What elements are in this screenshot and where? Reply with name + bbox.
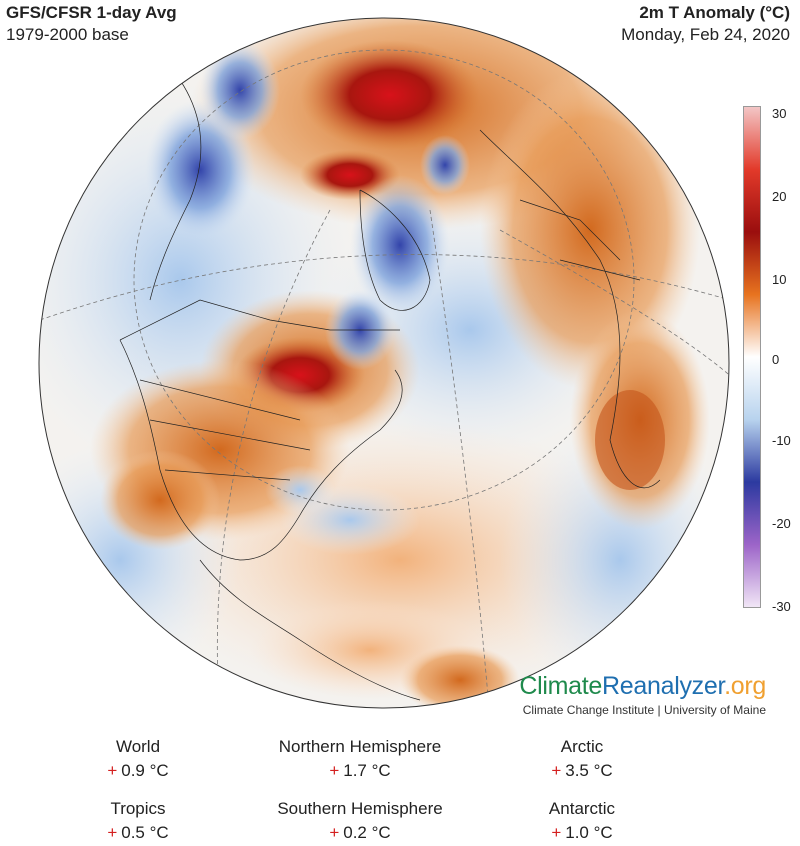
coastlines <box>119 79 661 701</box>
colorbar-tick: 20 <box>772 189 787 204</box>
stat-sign: + <box>551 823 562 842</box>
stat-label: World <box>115 737 161 756</box>
brand-name-reanalyzer: Reanalyzer <box>602 672 725 700</box>
colorbar-tick: 30 <box>772 106 787 121</box>
anomaly-globe-map <box>38 17 730 709</box>
stat-value-row: +1.7 °C <box>250 761 470 781</box>
stat-sign: + <box>329 823 340 842</box>
stat-value: 3.5 °C <box>565 761 613 780</box>
stat-label: Northern Hemisphere <box>278 737 442 756</box>
stat-value: 0.2 °C <box>343 823 391 842</box>
stat-value-row: +0.2 °C <box>250 823 470 843</box>
globe-outline <box>38 17 730 709</box>
graticule <box>39 49 729 708</box>
colorbar-tick: -20 <box>772 516 791 531</box>
stat-sign: + <box>107 823 118 842</box>
stat-northern-hemisphere: Northern Hemisphere +1.7 °C <box>250 737 470 781</box>
base-period: 1979-2000 base <box>6 25 129 44</box>
stat-sign: + <box>107 761 118 780</box>
map-date: Monday, Feb 24, 2020 <box>621 25 790 44</box>
colorbar-tick: 10 <box>772 272 787 287</box>
stat-value: 0.9 °C <box>121 761 169 780</box>
stat-value-row: +3.5 °C <box>472 761 692 781</box>
header-right: 2m T Anomaly (°C) Monday, Feb 24, 2020 <box>621 2 790 46</box>
variable-title: 2m T Anomaly (°C) <box>639 3 790 22</box>
stat-southern-hemisphere: Southern Hemisphere +0.2 °C <box>250 799 470 843</box>
colorbar-tick: -10 <box>772 433 791 448</box>
stat-tropics: Tropics +0.5 °C <box>28 799 248 843</box>
stat-label: Arctic <box>560 737 604 756</box>
stat-value: 1.0 °C <box>565 823 613 842</box>
colorbar <box>743 106 761 608</box>
stat-sign: + <box>329 761 340 780</box>
stat-label: Antarctic <box>548 799 616 818</box>
stat-value-row: +0.5 °C <box>28 823 248 843</box>
stat-value-row: +0.9 °C <box>28 761 248 781</box>
stat-antarctic: Antarctic +1.0 °C <box>472 799 692 843</box>
stat-world: World +0.9 °C <box>28 737 248 781</box>
stat-label: Tropics <box>110 799 166 818</box>
brand-logo[interactable]: ClimateReanalyzer.org <box>519 672 766 701</box>
header-left: GFS/CFSR 1-day Avg 1979-2000 base <box>6 2 177 46</box>
colorbar-tick: 0 <box>772 352 780 367</box>
map-title: GFS/CFSR 1-day Avg <box>6 3 177 22</box>
brand-name-climate: Climate <box>519 672 603 700</box>
colorbar-tick: -30 <box>772 599 791 614</box>
stat-arctic: Arctic +3.5 °C <box>472 737 692 781</box>
map-field <box>39 18 729 708</box>
stat-sign: + <box>551 761 562 780</box>
stat-value: 0.5 °C <box>121 823 169 842</box>
stat-value-row: +1.0 °C <box>472 823 692 843</box>
brand-name-org: .org <box>724 672 766 700</box>
stat-value: 1.7 °C <box>343 761 391 780</box>
brand-subtitle: Climate Change Institute | University of… <box>522 703 766 717</box>
stat-label: Southern Hemisphere <box>277 799 443 818</box>
